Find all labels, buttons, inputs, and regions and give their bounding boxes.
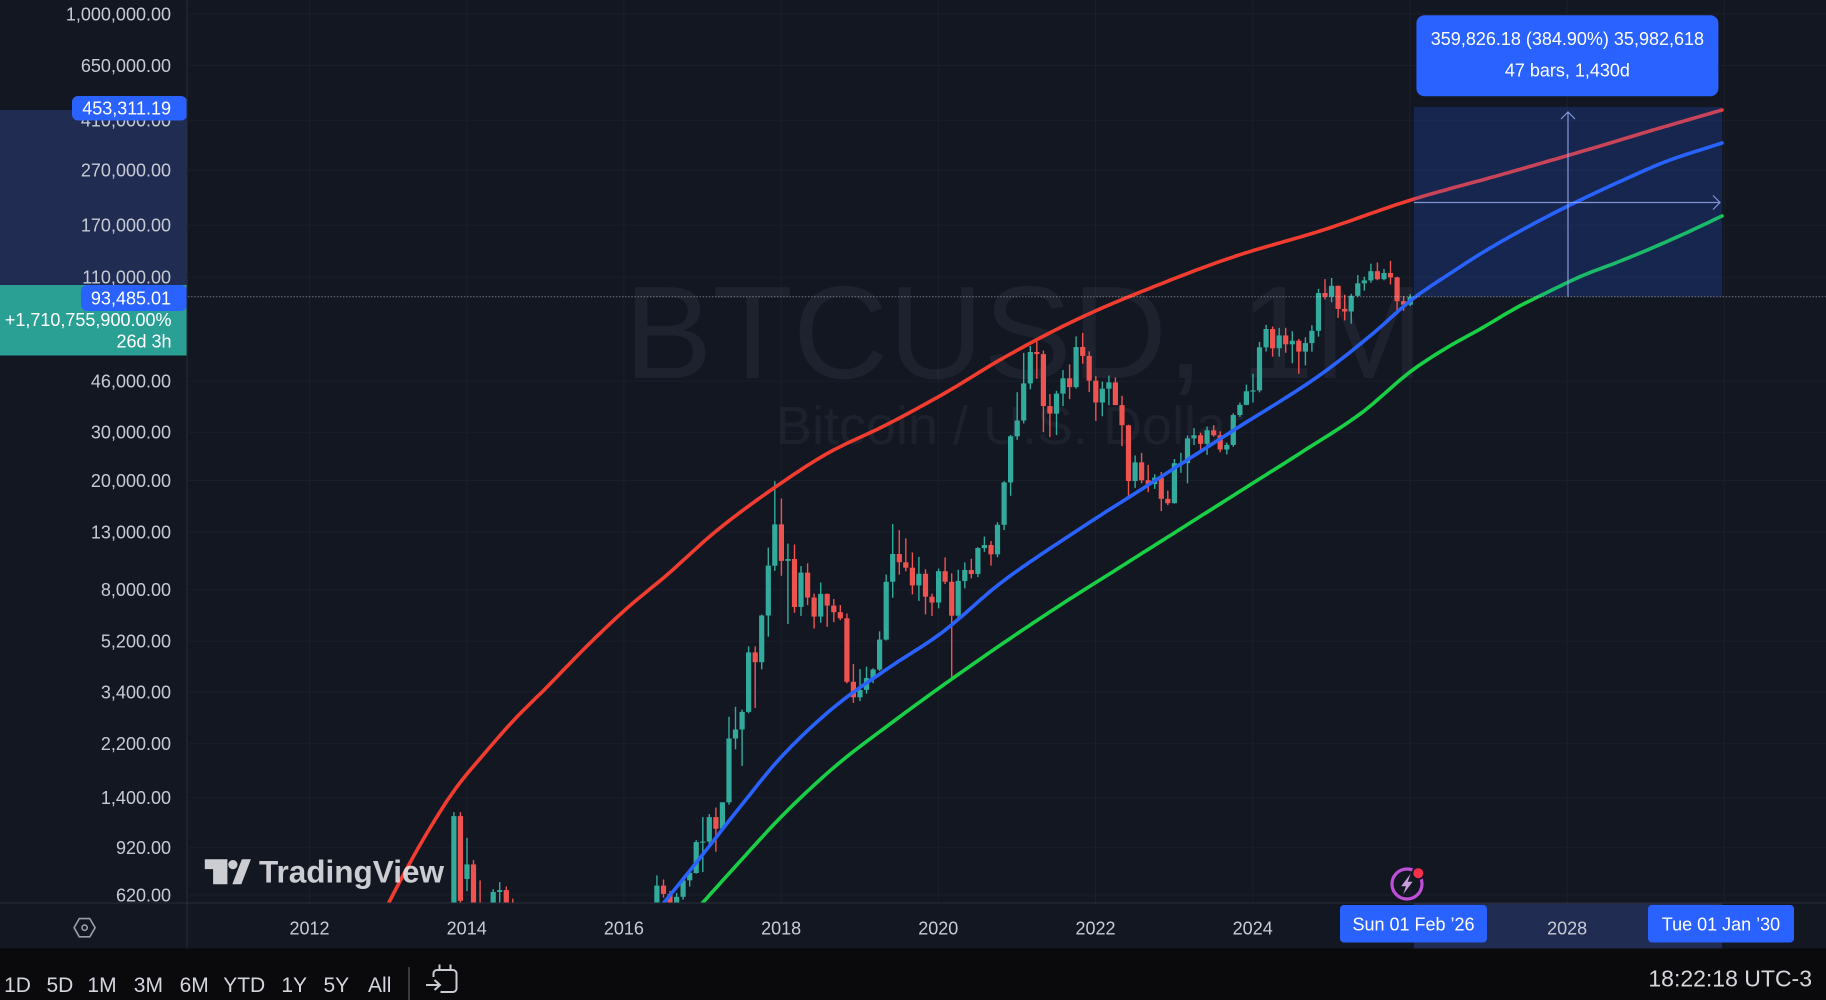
svg-text:5D: 5D: [46, 974, 73, 997]
svg-text:6M: 6M: [180, 974, 209, 997]
svg-text:1M: 1M: [87, 974, 116, 997]
svg-text:359,826.18 (384.90%) 35,982,61: 359,826.18 (384.90%) 35,982,618: [1431, 29, 1704, 49]
svg-text:920.00: 920.00: [116, 838, 171, 858]
svg-text:2028: 2028: [1547, 919, 1587, 939]
svg-text:170,000.00: 170,000.00: [81, 216, 171, 236]
svg-text:1D: 1D: [4, 974, 31, 997]
svg-text:270,000.00: 270,000.00: [81, 161, 171, 181]
svg-text:2012: 2012: [289, 919, 329, 939]
svg-text:Sun 01 Feb ’26: Sun 01 Feb ’26: [1352, 915, 1474, 935]
svg-text:YTD: YTD: [223, 974, 265, 997]
svg-text:30,000.00: 30,000.00: [91, 423, 171, 443]
svg-text:26d 3h: 26d 3h: [116, 332, 171, 352]
svg-text:3,400.00: 3,400.00: [101, 682, 171, 702]
svg-text:2016: 2016: [604, 919, 644, 939]
svg-text:47 bars, 1,430d: 47 bars, 1,430d: [1505, 61, 1630, 81]
svg-text:2020: 2020: [918, 919, 958, 939]
svg-text:20,000.00: 20,000.00: [91, 471, 171, 491]
svg-text:13,000.00: 13,000.00: [91, 522, 171, 542]
svg-text:620.00: 620.00: [116, 885, 171, 905]
svg-text:Tue 01 Jan ’30: Tue 01 Jan ’30: [1662, 915, 1780, 935]
svg-text:2024: 2024: [1233, 919, 1273, 939]
svg-text:110,000.00: 110,000.00: [82, 268, 171, 288]
svg-text:93,485.01: 93,485.01: [91, 289, 171, 309]
svg-text:18:22:18 UTC-3: 18:22:18 UTC-3: [1648, 966, 1812, 992]
svg-text:5,200.00: 5,200.00: [101, 632, 171, 652]
svg-text:+1,710,755,900.00%: +1,710,755,900.00%: [5, 310, 172, 330]
svg-text:TradingView: TradingView: [259, 854, 444, 890]
svg-text:1,000,000.00: 1,000,000.00: [66, 4, 171, 24]
svg-text:3M: 3M: [134, 974, 163, 997]
svg-text:8,000.00: 8,000.00: [101, 580, 171, 600]
svg-text:453,311.19: 453,311.19: [82, 99, 171, 119]
svg-text:2014: 2014: [447, 919, 487, 939]
svg-text:650,000.00: 650,000.00: [81, 56, 171, 76]
svg-text:2,200.00: 2,200.00: [101, 734, 171, 754]
svg-text:All: All: [368, 974, 391, 997]
svg-text:46,000.00: 46,000.00: [91, 372, 171, 392]
svg-text:2022: 2022: [1075, 919, 1115, 939]
svg-text:5Y: 5Y: [323, 974, 349, 997]
svg-text:1,400.00: 1,400.00: [101, 788, 171, 808]
svg-text:2018: 2018: [761, 919, 801, 939]
svg-text:1Y: 1Y: [281, 974, 307, 997]
